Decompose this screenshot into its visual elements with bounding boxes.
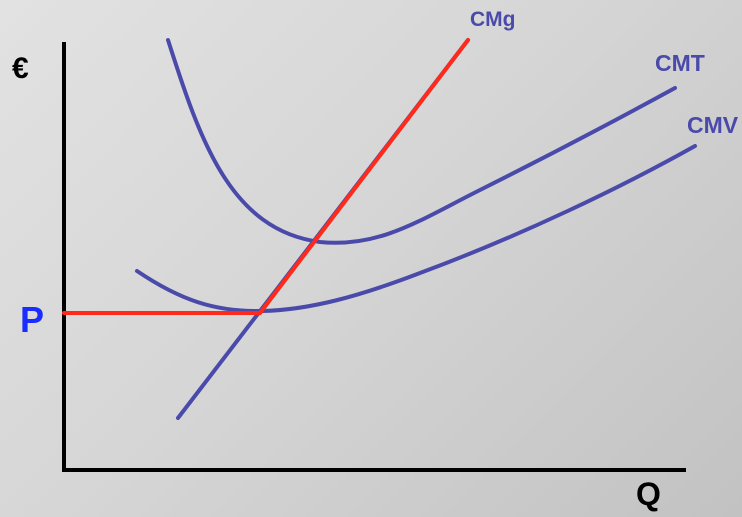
supply-highlight-line <box>62 38 470 315</box>
y-axis-label: € <box>12 52 29 85</box>
x-axis-label: Q <box>636 476 661 512</box>
cmv-curve <box>135 144 697 314</box>
cmv-label: CMV <box>687 112 739 138</box>
price-label: P <box>20 299 45 340</box>
cmg-label: CMg <box>470 8 516 31</box>
cmt-label: CMT <box>655 50 705 76</box>
cmt-curve <box>166 38 677 245</box>
